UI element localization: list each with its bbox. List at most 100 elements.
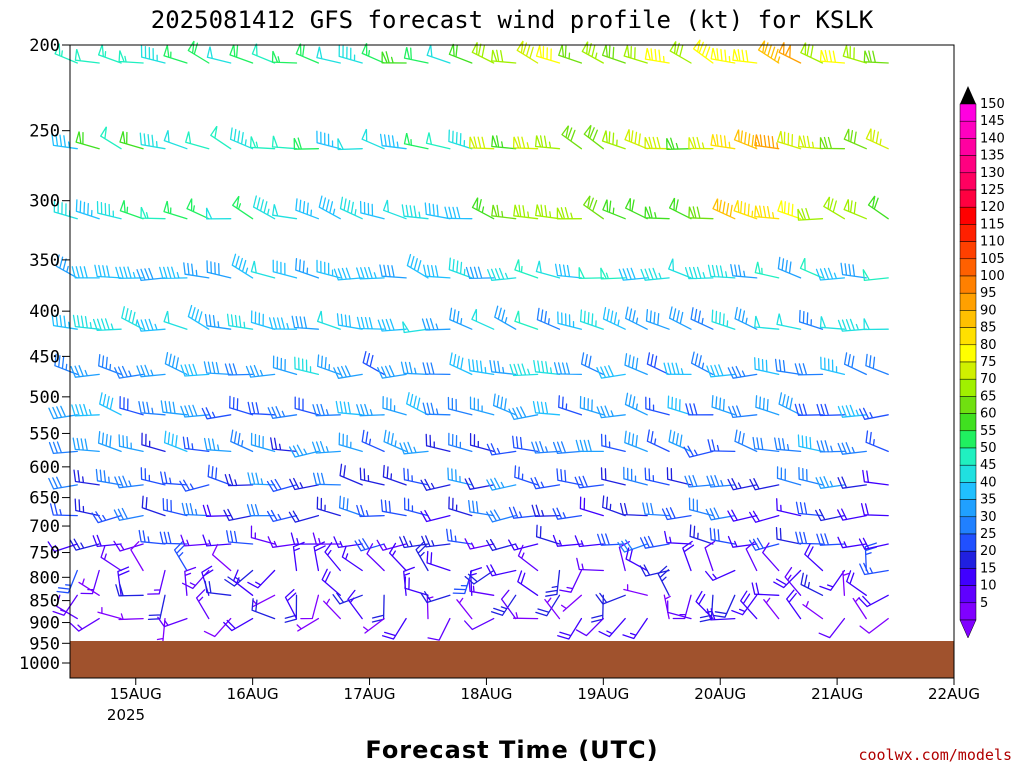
wind-barb xyxy=(119,200,144,220)
colorbar-label: 85 xyxy=(980,321,997,336)
y-tick-label: 600 xyxy=(29,458,60,478)
colorbar-label: 40 xyxy=(980,475,997,490)
wind-barb xyxy=(271,135,298,150)
wind-barb xyxy=(531,441,561,454)
wind-barb xyxy=(734,306,758,330)
wind-barb xyxy=(250,432,276,453)
wind-barb xyxy=(644,206,670,220)
y-tick-label: 900 xyxy=(29,614,60,634)
wind-barb xyxy=(644,48,670,64)
wind-barb xyxy=(99,392,122,416)
wind-barb xyxy=(69,538,100,551)
wind-barb xyxy=(487,267,517,281)
wind-barb xyxy=(695,590,714,620)
y-tick-label: 700 xyxy=(29,517,60,537)
wind-barb xyxy=(860,503,889,517)
wind-barb xyxy=(754,205,780,220)
colorbar-cell xyxy=(959,206,977,225)
colorbar-label: 25 xyxy=(980,527,997,542)
y-tick-label: 1000 xyxy=(19,654,60,674)
wind-barb xyxy=(292,541,305,572)
colorbar-label: 5 xyxy=(980,596,988,611)
wind-barb xyxy=(865,128,889,150)
wind-barb xyxy=(338,44,363,64)
wind-barb xyxy=(705,569,736,581)
wind-barb xyxy=(668,197,692,220)
wind-barb xyxy=(843,128,867,150)
wind-barb xyxy=(642,502,670,517)
wind-barb xyxy=(859,562,889,576)
wind-barb xyxy=(72,437,100,453)
wind-barb xyxy=(486,477,517,491)
wind-barb xyxy=(749,510,780,523)
wind-barb xyxy=(668,429,692,453)
wind-barb xyxy=(246,504,276,517)
wind-barb xyxy=(469,136,495,150)
wind-barb xyxy=(295,198,320,220)
x-tick-label: 20AUG xyxy=(694,685,746,703)
wind-barb xyxy=(560,594,583,612)
wind-barb xyxy=(707,264,736,279)
wind-barb xyxy=(800,42,824,64)
wind-barb xyxy=(179,479,210,492)
wind-barb xyxy=(318,195,341,220)
colorbar-cell xyxy=(959,533,977,552)
wind-barb xyxy=(755,395,780,416)
wind-barb xyxy=(862,269,889,282)
wind-barb xyxy=(837,536,867,549)
wind-barb xyxy=(201,407,232,420)
wind-barb xyxy=(574,475,604,489)
wind-barb xyxy=(229,127,254,150)
wind-barb xyxy=(333,365,363,379)
colorbar-min-arrow xyxy=(959,619,977,639)
wind-barb xyxy=(816,440,846,453)
wind-barb xyxy=(339,463,363,486)
wind-barb xyxy=(51,133,78,150)
colorbar-cell xyxy=(959,602,977,621)
wind-barb xyxy=(749,478,780,491)
wind-barb xyxy=(295,43,320,64)
colorbar-cell xyxy=(959,464,977,483)
wind-barb xyxy=(598,617,626,638)
colorbar-label: 95 xyxy=(980,286,997,301)
wind-barb xyxy=(492,393,517,416)
wind-barb xyxy=(210,125,232,150)
wind-barb xyxy=(468,358,495,376)
wind-barb xyxy=(377,318,407,332)
wind-barb xyxy=(147,569,166,595)
y-tick-label: 450 xyxy=(29,347,60,367)
wind-barb xyxy=(402,321,429,334)
wind-barb xyxy=(624,198,648,220)
wind-barb xyxy=(337,138,363,151)
wind-barb xyxy=(381,617,407,640)
wind-barb xyxy=(858,594,889,608)
wind-barb xyxy=(751,582,780,596)
wind-barb xyxy=(819,49,846,64)
colorbar-label: 30 xyxy=(980,510,997,525)
colorbar-label: 100 xyxy=(980,269,1005,284)
wind-barb xyxy=(667,395,692,416)
x-tick-label: 17AUG xyxy=(344,685,396,703)
colorbar-cell xyxy=(959,327,977,346)
wind-barb xyxy=(113,507,144,521)
colorbar-label: 60 xyxy=(980,407,997,422)
wind-barb xyxy=(516,40,539,64)
wind-barb xyxy=(449,352,473,376)
colorbar-cell xyxy=(959,413,977,432)
wind-barb xyxy=(69,617,100,632)
wind-barb xyxy=(426,44,451,64)
wind-barb xyxy=(815,267,846,281)
wind-barb xyxy=(579,309,604,330)
wind-barb xyxy=(230,429,254,453)
colorbar-cell xyxy=(959,155,977,174)
colorbar-label: 110 xyxy=(980,235,1005,250)
wind-barb xyxy=(173,541,188,572)
wind-barb xyxy=(247,472,276,486)
wind-barb xyxy=(336,313,363,330)
wind-barb xyxy=(295,257,320,279)
wind-barb xyxy=(156,617,166,644)
wind-barb xyxy=(486,564,517,577)
wind-barb xyxy=(363,617,385,634)
credit-link[interactable]: coolwx.com/models xyxy=(858,746,1012,764)
wind-barb xyxy=(362,350,385,376)
